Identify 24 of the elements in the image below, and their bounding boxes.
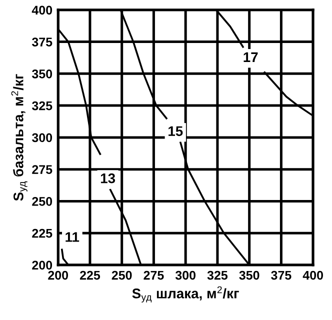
annotation: 13: [100, 173, 116, 184]
y-axis-title: S$_{уд}$ базальта, м$^{2}$/кг: [11, 74, 28, 201]
y-tick-label: 300: [32, 133, 52, 142]
y-tick-label: 275: [32, 165, 52, 174]
annotation: 17: [244, 52, 258, 62]
x-tick-label: 200: [48, 270, 68, 280]
y-tick-label: 250: [32, 197, 52, 206]
y-tick-label: 400: [32, 6, 52, 15]
x-tick-label: 325: [207, 270, 228, 280]
x-axis-title: S$_{уд}$ шлака, м$^{2}$/кг: [132, 286, 239, 302]
annotation: 11: [66, 232, 80, 242]
y-tick-label: 200: [32, 260, 52, 270]
annotation: 15: [168, 126, 183, 136]
y-tick-label: 325: [32, 101, 52, 110]
x-tick-label: 375: [271, 270, 292, 280]
x-tick-label: 275: [144, 270, 164, 280]
y-tick-label: 350: [32, 69, 52, 78]
x-tick-label: 350: [239, 270, 260, 280]
y-tick-label: 375: [32, 38, 52, 46]
x-tick-label: 400: [302, 270, 323, 280]
x-tick-label: 300: [175, 270, 196, 280]
x-tick-label: 225: [80, 270, 100, 280]
y-tick-label: 225: [32, 228, 52, 238]
x-tick-label: 250: [112, 270, 132, 280]
